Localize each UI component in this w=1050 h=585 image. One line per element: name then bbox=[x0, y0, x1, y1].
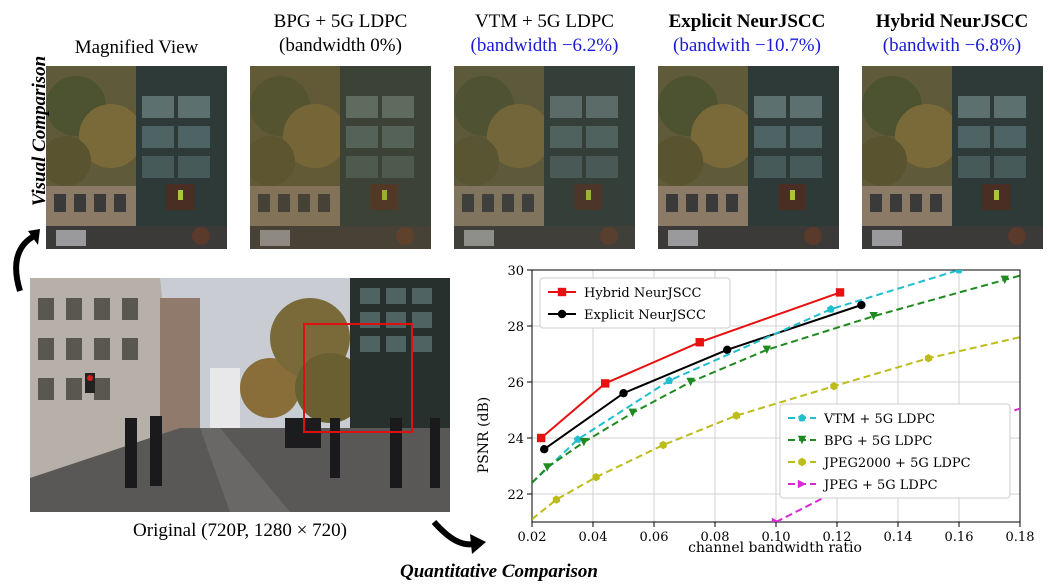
data-point bbox=[1000, 275, 1009, 284]
thumbnail-hybrid bbox=[862, 66, 1043, 249]
series-line bbox=[543, 304, 862, 451]
original-frame-image bbox=[30, 278, 450, 512]
panel-header-explicit: Explicit NeurJSCC (bandwith −10.7%) bbox=[652, 10, 842, 58]
quantitative-comparison-label: Quantitative Comparison bbox=[400, 561, 598, 582]
panel-title: Explicit NeurJSCC bbox=[668, 11, 826, 32]
panel-subtitle: (bandwith −6.8%) bbox=[882, 35, 1022, 56]
legend-marker bbox=[797, 435, 807, 445]
visual-comparison-label: Visual Comparison bbox=[29, 55, 50, 207]
data-point bbox=[619, 389, 628, 398]
data-point bbox=[830, 382, 838, 391]
plot-area: 0.02 0.04 0.06 0.08 0.10 0.12 0.14 0.16 0.18 22 24… bbox=[507, 264, 1034, 545]
data-point bbox=[665, 376, 674, 384]
data-point bbox=[592, 473, 600, 482]
psnr-chart: 0.02 0.04 0.06 0.08 0.10 0.12 0.14 0.16 0.18 22 24… bbox=[476, 264, 1034, 556]
data-point bbox=[695, 338, 704, 347]
panel-header-bpg: BPG + 5G LDPC (bandwidth 0%) bbox=[250, 10, 431, 58]
thumbnail-bpg bbox=[250, 66, 431, 249]
x-tick-label: 0.14 bbox=[884, 530, 913, 545]
thumbnail-magnified-view bbox=[46, 66, 227, 249]
x-tick-label: 0.18 bbox=[1006, 530, 1035, 545]
legend-marker bbox=[798, 457, 806, 467]
data-point bbox=[601, 379, 610, 388]
legend-label: JPEG2000 + 5G LDPC bbox=[822, 456, 971, 471]
data-point bbox=[686, 377, 695, 387]
panel-title: Magnified View bbox=[74, 37, 199, 58]
panel-header-hybrid: Hybrid NeurJSCC (bandwith −6.8%) bbox=[857, 10, 1047, 58]
legend-label: Explicit NeurJSCC bbox=[584, 308, 706, 323]
thumbnail-explicit bbox=[658, 66, 839, 249]
x-tick-label: 0.08 bbox=[701, 530, 730, 545]
y-tick-label: 28 bbox=[507, 320, 524, 335]
x-tick-label: 0.10 bbox=[762, 530, 791, 545]
x-axis-label: channel bandwidth ratio bbox=[688, 540, 862, 556]
y-tick-label: 30 bbox=[507, 264, 524, 279]
curved-arrow-up-icon bbox=[13, 229, 40, 292]
legend-marker bbox=[557, 309, 567, 319]
y-tick-label: 24 bbox=[507, 432, 524, 447]
panel-subtitle: (bandwidth 0%) bbox=[279, 35, 402, 56]
panel-title: VTM + 5G LDPC bbox=[475, 11, 614, 32]
data-point bbox=[573, 435, 582, 443]
x-tick-label: 0.02 bbox=[518, 530, 547, 545]
data-point bbox=[826, 305, 835, 313]
data-point bbox=[723, 345, 732, 354]
legend-label: JPEG + 5G LDPC bbox=[822, 478, 938, 493]
panel-header-magnified: Magnified View bbox=[46, 36, 227, 60]
x-tick-label: 0.06 bbox=[640, 530, 669, 545]
data-point bbox=[659, 440, 667, 450]
legend-label: Hybrid NeurJSCC bbox=[584, 286, 702, 301]
data-point bbox=[536, 433, 546, 443]
y-axis-label: PSNR (dB) bbox=[476, 397, 492, 473]
panel-title: Hybrid NeurJSCC bbox=[875, 11, 1029, 32]
data-point bbox=[543, 463, 552, 472]
data-point bbox=[732, 411, 740, 420]
data-point bbox=[835, 288, 845, 297]
legend-label: VTM + 5G LDPC bbox=[823, 412, 935, 427]
legend-label: BPG + 5G LDPC bbox=[824, 434, 932, 449]
x-tick-label: 0.16 bbox=[945, 530, 974, 545]
thumbnail-vtm bbox=[454, 66, 635, 249]
legend-marker bbox=[797, 479, 807, 489]
series-line bbox=[532, 336, 1020, 520]
y-tick-label: 26 bbox=[507, 376, 524, 391]
data-point bbox=[540, 445, 549, 454]
data-point bbox=[771, 517, 781, 522]
data-point bbox=[924, 354, 933, 363]
data-point bbox=[857, 300, 866, 310]
data-point bbox=[628, 408, 637, 417]
data-point bbox=[762, 345, 772, 354]
data-point bbox=[579, 438, 589, 447]
panel-subtitle: (bandwith −10.7%) bbox=[673, 35, 821, 56]
legend-box bbox=[779, 403, 1011, 499]
series-line bbox=[540, 291, 841, 439]
x-tick-label: 0.12 bbox=[823, 530, 852, 545]
legend-marker bbox=[557, 287, 567, 297]
data-point bbox=[552, 495, 561, 504]
panel-title: BPG + 5G LDPC bbox=[273, 11, 408, 32]
y-tick-label: 22 bbox=[507, 488, 524, 503]
curved-arrow-right-icon bbox=[431, 519, 486, 554]
x-tick-label: 0.04 bbox=[579, 530, 608, 545]
data-point bbox=[869, 312, 878, 321]
legend-marker bbox=[798, 413, 806, 422]
original-caption: Original (720P, 1280 × 720) bbox=[133, 520, 347, 541]
panel-subtitle: (bandwidth −6.2%) bbox=[470, 35, 619, 56]
data-point bbox=[955, 270, 963, 274]
legend-box bbox=[539, 277, 731, 329]
panel-header-vtm: VTM + 5G LDPC (bandwidth −6.2%) bbox=[454, 10, 635, 58]
